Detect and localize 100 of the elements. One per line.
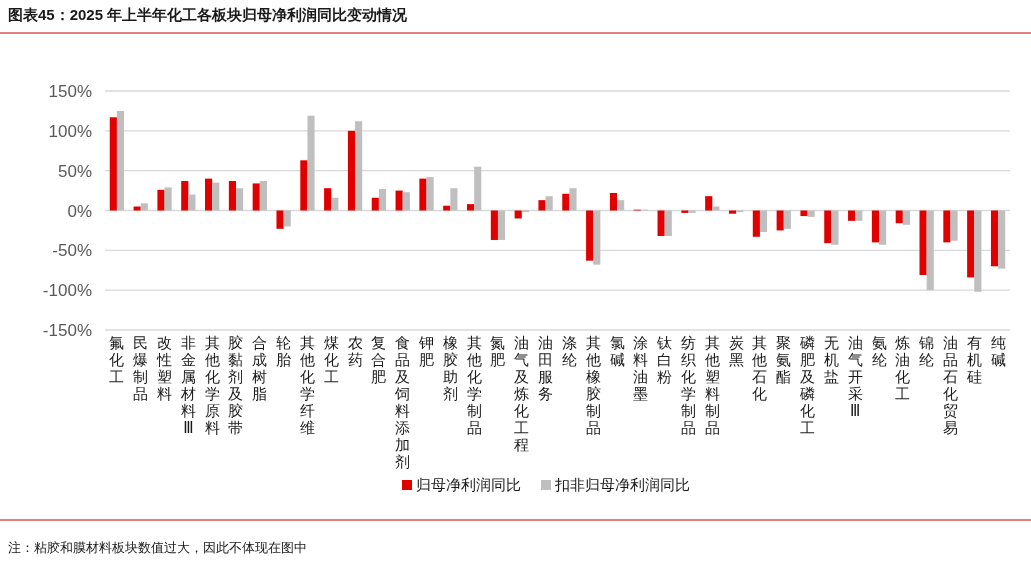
bar: [831, 210, 839, 245]
bar: [371, 197, 379, 211]
bar: [998, 210, 1006, 269]
x-tick-label: 合成树脂: [252, 334, 268, 402]
bar: [402, 192, 410, 211]
x-tick-label: 其他橡胶制品: [585, 334, 601, 436]
bar: [664, 210, 672, 236]
bar: [800, 210, 808, 217]
bar: [378, 188, 387, 211]
bar: [140, 203, 148, 211]
x-tick-label: 农药: [347, 334, 363, 368]
bar: [497, 210, 506, 240]
y-tick-label: 150%: [48, 82, 92, 101]
bar: [919, 210, 927, 276]
x-tick-label: 氯碱: [609, 334, 625, 368]
x-tick-label: 氮肥: [490, 334, 506, 368]
x-tick-label: 煤化工: [323, 334, 339, 385]
bar: [562, 193, 570, 211]
bar: [395, 190, 403, 211]
bar: [181, 181, 189, 211]
x-tick-label: 涤纶: [561, 334, 577, 368]
bar: [855, 210, 863, 221]
bar: [283, 210, 291, 227]
x-tick-label: 纺织化学制品: [680, 334, 696, 436]
bar: [212, 182, 220, 211]
legend-label: 扣非归母净利润同比: [554, 476, 690, 493]
y-tick-label: -100%: [42, 281, 92, 301]
y-tick-label: -150%: [42, 321, 92, 340]
bar: [133, 206, 141, 211]
bar: [228, 181, 236, 211]
x-tick-label: 食品及饲料添加剂: [394, 334, 411, 470]
x-tick-label: 胶黏剂及胶带: [228, 334, 244, 436]
bar: [950, 210, 958, 241]
x-tick-label: 油田服务: [538, 334, 554, 402]
x-tick-label: 橡胶助剂: [442, 334, 458, 402]
x-tick-label: 民爆制品: [133, 334, 149, 402]
x-tick-label: 油品石化贸易: [942, 334, 958, 436]
legend-label: 归母净利润同比: [416, 476, 521, 493]
bar: [902, 210, 910, 225]
bar: [276, 210, 284, 229]
bar: [848, 210, 856, 221]
x-tick-label: 无机盐: [823, 334, 839, 385]
bar: [943, 210, 951, 243]
x-tick-label: 其他化学原料: [204, 334, 220, 436]
bar: [467, 204, 475, 211]
bar: [157, 189, 165, 211]
bar: [688, 210, 696, 213]
bar: [879, 210, 887, 245]
x-tick-label: 锦纶: [918, 334, 935, 368]
x-tick-label: 氟化工: [109, 334, 125, 385]
bar: [657, 210, 665, 236]
bar: [759, 210, 768, 233]
bar: [967, 210, 975, 278]
bar: [419, 178, 427, 211]
x-tick-label: 纯碱: [990, 334, 1006, 368]
x-tick-label: 磷肥及磷化工: [799, 334, 816, 436]
bar: [705, 196, 713, 211]
bar: [609, 192, 618, 211]
bar: [617, 200, 625, 211]
bar: [116, 110, 125, 211]
x-tick-label: 其他化学纤维: [299, 334, 315, 436]
x-tick-label: 其他化学制品: [466, 334, 482, 436]
bar: [426, 177, 434, 211]
y-tick-label: 100%: [48, 121, 92, 141]
bar: [355, 121, 363, 211]
x-tick-label: 改性塑料: [156, 334, 173, 402]
bar: [443, 205, 451, 211]
bar: [728, 210, 737, 214]
bar: [712, 206, 720, 211]
x-tick-label: 氨纶: [871, 334, 887, 368]
bar: [752, 210, 760, 237]
bar: [450, 188, 458, 211]
x-tick-label: 炼油化工: [895, 334, 911, 402]
bar: [783, 210, 791, 229]
bar: [586, 210, 594, 261]
x-tick-label: 复合肥: [371, 334, 387, 385]
bar: [235, 188, 244, 211]
x-tick-label: 涂料油墨: [633, 334, 649, 402]
x-tick-label: 钾肥: [418, 334, 435, 368]
y-tick-label: 50%: [57, 161, 92, 181]
bar: [776, 210, 784, 231]
bar: [807, 210, 815, 217]
bar: [347, 130, 356, 211]
bar: [990, 210, 999, 267]
x-tick-label: 其他塑料制品: [704, 334, 720, 436]
bar: [300, 160, 308, 211]
bar: [871, 210, 880, 243]
x-tick-label: 聚氨酯: [776, 334, 792, 385]
bar: [188, 194, 196, 211]
bar: [593, 210, 601, 265]
bar: [109, 117, 117, 211]
bar: [824, 210, 832, 244]
chart-title: 图表45：2025 年上半年化工各板块归母净利润同比变动情况: [8, 6, 409, 23]
x-tick-label: 油气及炼化工程: [514, 334, 530, 453]
bar: [331, 197, 339, 211]
x-tick-label: 非金属材料Ⅲ: [179, 334, 196, 436]
bar: [474, 166, 482, 211]
bar: [205, 178, 213, 211]
bar: [974, 210, 982, 292]
y-tick-label: -50%: [52, 241, 92, 261]
